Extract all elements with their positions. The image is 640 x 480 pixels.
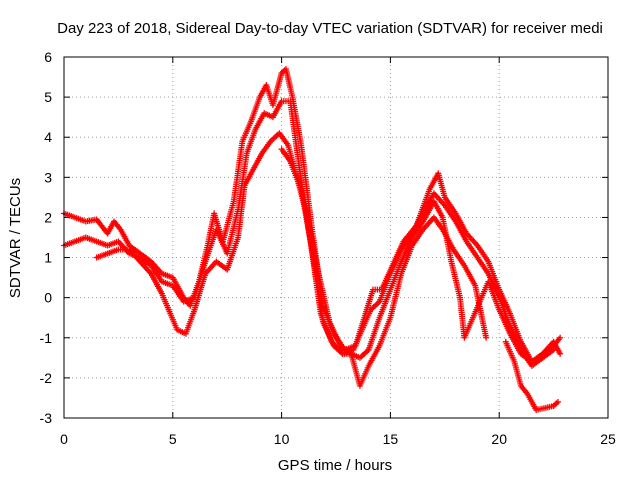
y-tick-label: 5: [44, 89, 52, 105]
series-1: [61, 66, 564, 365]
y-tick-label: -3: [40, 410, 53, 426]
data-points: [61, 66, 564, 413]
data-point: [557, 334, 564, 341]
series-4: [278, 146, 564, 365]
y-tick-label: 4: [44, 129, 52, 145]
y-tick-label: -2: [40, 370, 53, 386]
x-axis-label: GPS time / hours: [278, 457, 392, 474]
y-axis-label: SDTVAR / TECUs: [7, 178, 24, 298]
axis-ticks: [63, 56, 609, 419]
y-tick-label: 1: [44, 250, 52, 266]
y-tick-label: 2: [44, 209, 52, 225]
data-point: [483, 334, 490, 341]
x-tick-label: 0: [60, 431, 68, 447]
chart-title: Day 223 of 2018, Sidereal Day-to-day VTE…: [57, 20, 603, 37]
y-tick-label: -1: [40, 330, 53, 346]
y-tick-label: 3: [44, 169, 52, 185]
series-5: [502, 338, 561, 413]
x-tick-label: 10: [274, 431, 290, 447]
data-point: [557, 350, 564, 357]
x-tick-label: 15: [383, 431, 399, 447]
x-tick-label: 25: [600, 431, 616, 447]
grid: [64, 57, 608, 418]
y-tick-label: 0: [44, 290, 52, 306]
plot-frame: [63, 56, 609, 419]
tick-labels: 0 5 10 15 20 25 -3 -2 -1 0 1 2 3 4 5 6: [40, 49, 616, 447]
y-tick-label: 6: [44, 49, 52, 65]
x-tick-label: 5: [169, 431, 177, 447]
data-point: [554, 398, 561, 405]
x-tick-label: 20: [491, 431, 507, 447]
